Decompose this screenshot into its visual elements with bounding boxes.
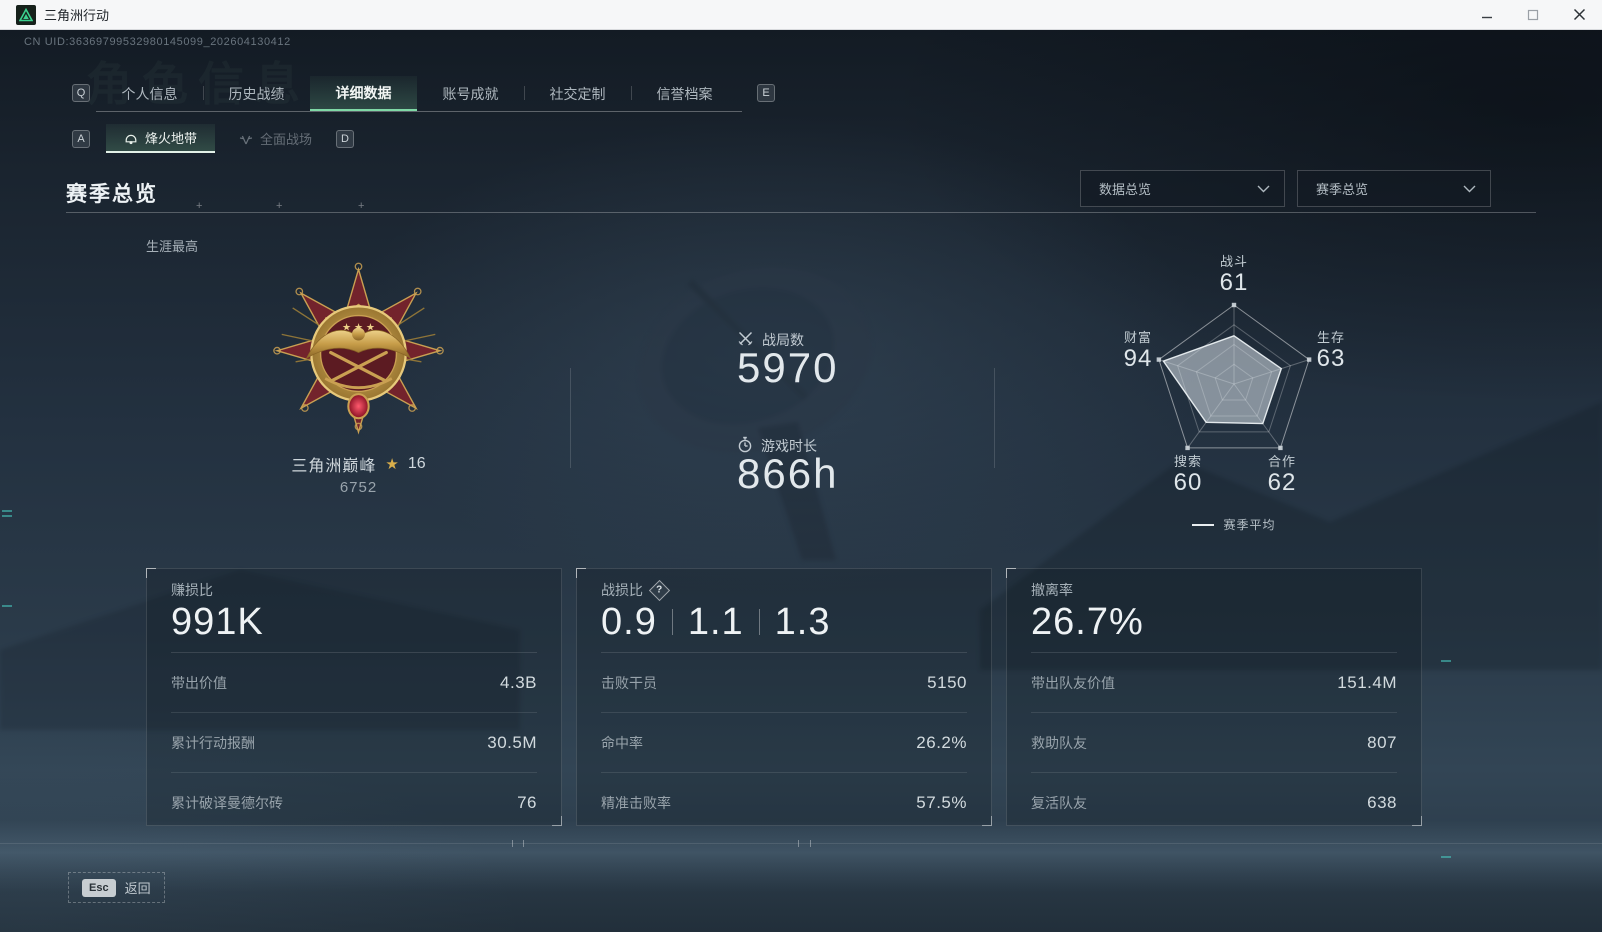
stat-row: 累计破译曼德尔砖 76 (171, 793, 537, 812)
keyhint-a: A (72, 130, 90, 148)
back-label: 返回 (124, 881, 151, 896)
main-tabbar: 个人信息 历史战绩 详细数据 账号成就 社交定制 信誉档案 (96, 76, 738, 111)
stat-row: 命中率 26.2% (601, 713, 967, 773)
rank-medal: ★ ★ ★ (266, 258, 451, 448)
chevron-down-icon (1463, 181, 1476, 196)
subtab-fire-zone[interactable]: 烽火地带 (106, 124, 216, 153)
window-controls (1464, 0, 1602, 30)
plus-decoration: + (276, 200, 283, 212)
stat-row: 救助队友 807 (1031, 713, 1397, 773)
uid-text: CN UID:36369799532980145099_202604130412 (24, 36, 291, 48)
subtab-full-battlefield[interactable]: 全面战场 (221, 124, 330, 153)
card-title: 战损比 (601, 582, 643, 598)
help-icon[interactable]: ? (648, 579, 671, 601)
watermark-text: 角色信息 (86, 58, 310, 110)
tab-reputation-file[interactable]: 信誉档案 (631, 76, 738, 111)
chevron-down-icon (1257, 181, 1270, 196)
radar-axis-0: 战斗 61 (1219, 254, 1249, 296)
close-icon[interactable] (1556, 0, 1602, 30)
fog-layer (0, 820, 1602, 892)
card-main-value: 991K (171, 601, 264, 643)
titlebar: 三角洲行动 (0, 0, 1602, 30)
tab-detail-data[interactable]: 详细数据 (310, 76, 417, 111)
keyhint-q: Q (72, 84, 90, 102)
crossed-swords-icon (737, 330, 754, 350)
card-main-value: 26.7% (1031, 601, 1144, 643)
radar-axis-3: 搜索 60 (1173, 454, 1203, 496)
app-logo-icon (16, 4, 36, 25)
radar-legend: 赛季平均 (1104, 516, 1364, 533)
minimize-icon[interactable] (1464, 0, 1510, 30)
tabbar-underline (96, 111, 742, 112)
background-scenery (0, 266, 1602, 730)
extraction-rate-card: 撤离率 26.7% 带出队友价值 151.4M 救助队友 807 复活队友 63… (1006, 568, 1422, 826)
keyhint-d: D (336, 130, 354, 148)
keyhint-e: E (757, 84, 775, 102)
stat-row: 累计行动报酬 30.5M (171, 713, 537, 773)
stat-row: 击败干员 5150 (601, 653, 967, 713)
helmet-icon (124, 131, 138, 145)
stat-row: 复活队友 638 (1031, 793, 1397, 812)
edge-decoration (1441, 856, 1451, 858)
battles-value: 5970 (737, 344, 839, 391)
tab-personal-info[interactable]: 个人信息 (121, 85, 178, 102)
stat-row: 精准击败率 57.5% (601, 793, 967, 812)
card-title: 撤离率 (1031, 582, 1073, 598)
stat-row: 带出队友价值 151.4M (1031, 653, 1397, 713)
radar-axis-4: 财富 94 (1123, 330, 1153, 372)
card-main-value: 0.9 1.1 1.3 (601, 601, 831, 643)
battles-label-row: 战局数 (737, 330, 804, 350)
legend-label: 赛季平均 (1223, 518, 1276, 532)
rank-level: 16 (407, 455, 426, 472)
profit-loss-card: 赚损比 991K 带出价值 4.3B 累计行动报酬 30.5M 累计破译曼德尔砖… (146, 568, 562, 826)
titlebar-left: 三角洲行动 (0, 4, 110, 25)
plus-decoration: + (196, 200, 203, 212)
rank-star-icon: ★ (385, 456, 399, 473)
tab-account-achievement[interactable]: 账号成就 (442, 85, 499, 102)
footer-divider (0, 843, 1602, 844)
assault-wings-icon (239, 132, 253, 146)
season-overview-dropdown[interactable]: 赛季总览 (1297, 170, 1491, 207)
playtime-label-row: 游戏时长 (737, 436, 817, 456)
rank-score: 6752 (339, 479, 378, 496)
tab-social-custom[interactable]: 社交定制 (524, 76, 631, 111)
window-title: 三角洲行动 (44, 8, 110, 23)
career-best-label: 生涯最高 (146, 239, 199, 254)
mode-subtabbar: 烽火地带 全面战场 (106, 124, 330, 153)
rank-name: 三角洲巅峰 (291, 458, 377, 475)
section-divider (66, 212, 1536, 213)
radar-axis-1: 生存 63 (1316, 330, 1346, 372)
section-title: 赛季总览 (66, 183, 158, 206)
tab-history-record[interactable]: 历史战绩 (203, 76, 310, 111)
esc-key-badge: Esc (82, 878, 116, 897)
playtime-value: 866h (737, 450, 839, 497)
edge-decoration (2, 605, 12, 607)
plus-decoration: + (358, 200, 365, 212)
edge-decoration (2, 510, 12, 512)
ability-radar-chart: 战斗 61 生存 63 合作 62 搜索 60 财富 94 赛季平均 (1104, 248, 1364, 540)
rank-row: 三角洲巅峰 ★ 16 (246, 452, 471, 476)
legend-line-swatch (1192, 523, 1215, 526)
column-divider (994, 368, 995, 468)
game-screen: 角色信息 CN UID:36369799532980145099_2026041… (0, 30, 1602, 932)
stat-row: 带出价值 4.3B (171, 653, 537, 713)
bottom-shade (0, 852, 1602, 932)
card-title: 赚损比 (171, 582, 213, 598)
radar-axis-2: 合作 62 (1267, 454, 1297, 496)
maximize-icon[interactable] (1510, 0, 1556, 30)
column-divider (570, 368, 571, 468)
edge-decoration (1441, 660, 1451, 662)
stopwatch-icon (737, 436, 753, 456)
kd-ratio-card: 战损比 ? 0.9 1.1 1.3 击败干员 5150 命中率 26.2% 精准… (576, 568, 992, 826)
back-button[interactable]: Esc 返回 (68, 872, 165, 903)
data-overview-dropdown[interactable]: 数据总览 (1080, 170, 1285, 207)
edge-decoration (2, 515, 12, 517)
